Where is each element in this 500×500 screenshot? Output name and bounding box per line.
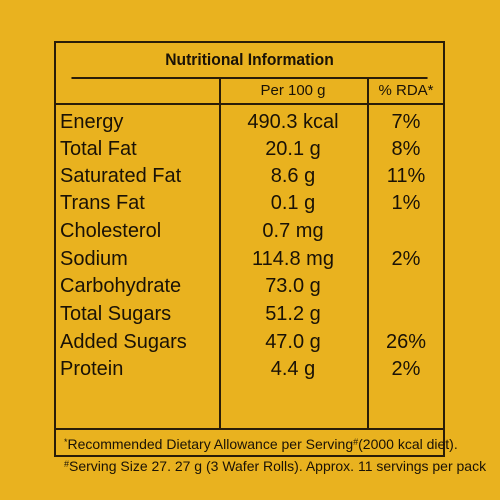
nutrient-row-sodium: Sodium 114.8 mg 2% [56, 246, 443, 273]
nutrient-value: 73.0 g [265, 275, 321, 297]
hash-mark: # [64, 459, 70, 469]
nutrient-row-saturated-fat: Saturated Fat 8.6 g 11% [56, 163, 443, 190]
nutrient-rda: 7% [391, 111, 421, 133]
header-divider [56, 103, 443, 105]
nutrient-rda: 2% [391, 248, 421, 270]
nutrient-rda: 11% [386, 165, 426, 187]
nutrient-rda: 8% [391, 138, 421, 160]
footnote-rda-tail: (2000 kcal diet). [358, 436, 458, 452]
nutrient-name: Cholesterol [60, 220, 162, 242]
panel-title: Nutritional Information [71, 43, 428, 79]
footnote-rda-line: *Recommended Dietary Allowance per Servi… [64, 433, 458, 455]
nutrient-value: 47.0 g [265, 331, 321, 353]
nutrient-rda: 26% [385, 331, 427, 353]
nutrient-rda: 1% [391, 192, 421, 214]
column-header-rda: % RDA* [378, 81, 434, 99]
nutrient-rda: 2% [391, 358, 421, 380]
nutrient-name: Trans Fat [60, 192, 145, 214]
nutrient-row-total-fat: Total Fat 20.1 g 8% [56, 136, 443, 163]
nutrient-name: Energy [60, 111, 124, 133]
nutrient-row-carbohydrate: Carbohydrate 73.0 g [56, 273, 443, 300]
nutrient-name: Total Fat [60, 138, 137, 160]
nutrient-row-energy: Energy 490.3 kcal 7% [56, 109, 443, 136]
nutrient-name: Sodium [60, 248, 128, 270]
column-divider-2 [367, 77, 369, 428]
nutrient-value: 490.3 kcal [247, 111, 339, 133]
nutrient-name: Protein [60, 358, 124, 380]
footnote: *Recommended Dietary Allowance per Servi… [56, 433, 486, 477]
nutrient-value: 8.6 g [270, 165, 316, 187]
nutrient-name: Total Sugars [60, 303, 172, 325]
nutrient-row-added-sugars: Added Sugars 47.0 g 26% [56, 329, 443, 356]
column-header-per-100g: Per 100 g [260, 81, 326, 99]
nutrient-name: Carbohydrate [60, 275, 182, 297]
nutrient-value: 20.1 g [265, 138, 321, 160]
asterisk-mark: * [64, 437, 68, 447]
nutrient-value: 0.1 g [270, 192, 316, 214]
hash-mark: # [353, 437, 359, 447]
nutrient-row-cholesterol: Cholesterol 0.7 mg [56, 218, 443, 245]
nutrient-row-trans-fat: Trans Fat 0.1 g 1% [56, 190, 443, 217]
table-bottom-divider [56, 428, 443, 430]
nutrient-row-protein: Protein 4.4 g 2% [56, 356, 443, 383]
nutrient-value: 0.7 mg [262, 220, 324, 242]
column-divider-1 [219, 77, 221, 428]
nutrient-row-total-sugars: Total Sugars 51.2 g [56, 301, 443, 328]
footnote-serving-text: Serving Size 27. 27 g (3 Wafer Rolls). A… [69, 458, 487, 474]
nutrient-name: Saturated Fat [60, 165, 182, 187]
nutrient-value: 51.2 g [265, 303, 321, 325]
nutrient-name: Added Sugars [60, 331, 187, 353]
nutrient-value: 4.4 g [270, 358, 316, 380]
nutrition-panel: Nutritional Information Per 100 g % RDA*… [54, 41, 486, 474]
footnote-serving-line: #Serving Size 27. 27 g (3 Wafer Rolls). … [64, 455, 486, 477]
nutrient-value: 114.8 mg [252, 248, 334, 270]
footnote-rda-text: Recommended Dietary Allowance per Servin… [67, 436, 354, 452]
